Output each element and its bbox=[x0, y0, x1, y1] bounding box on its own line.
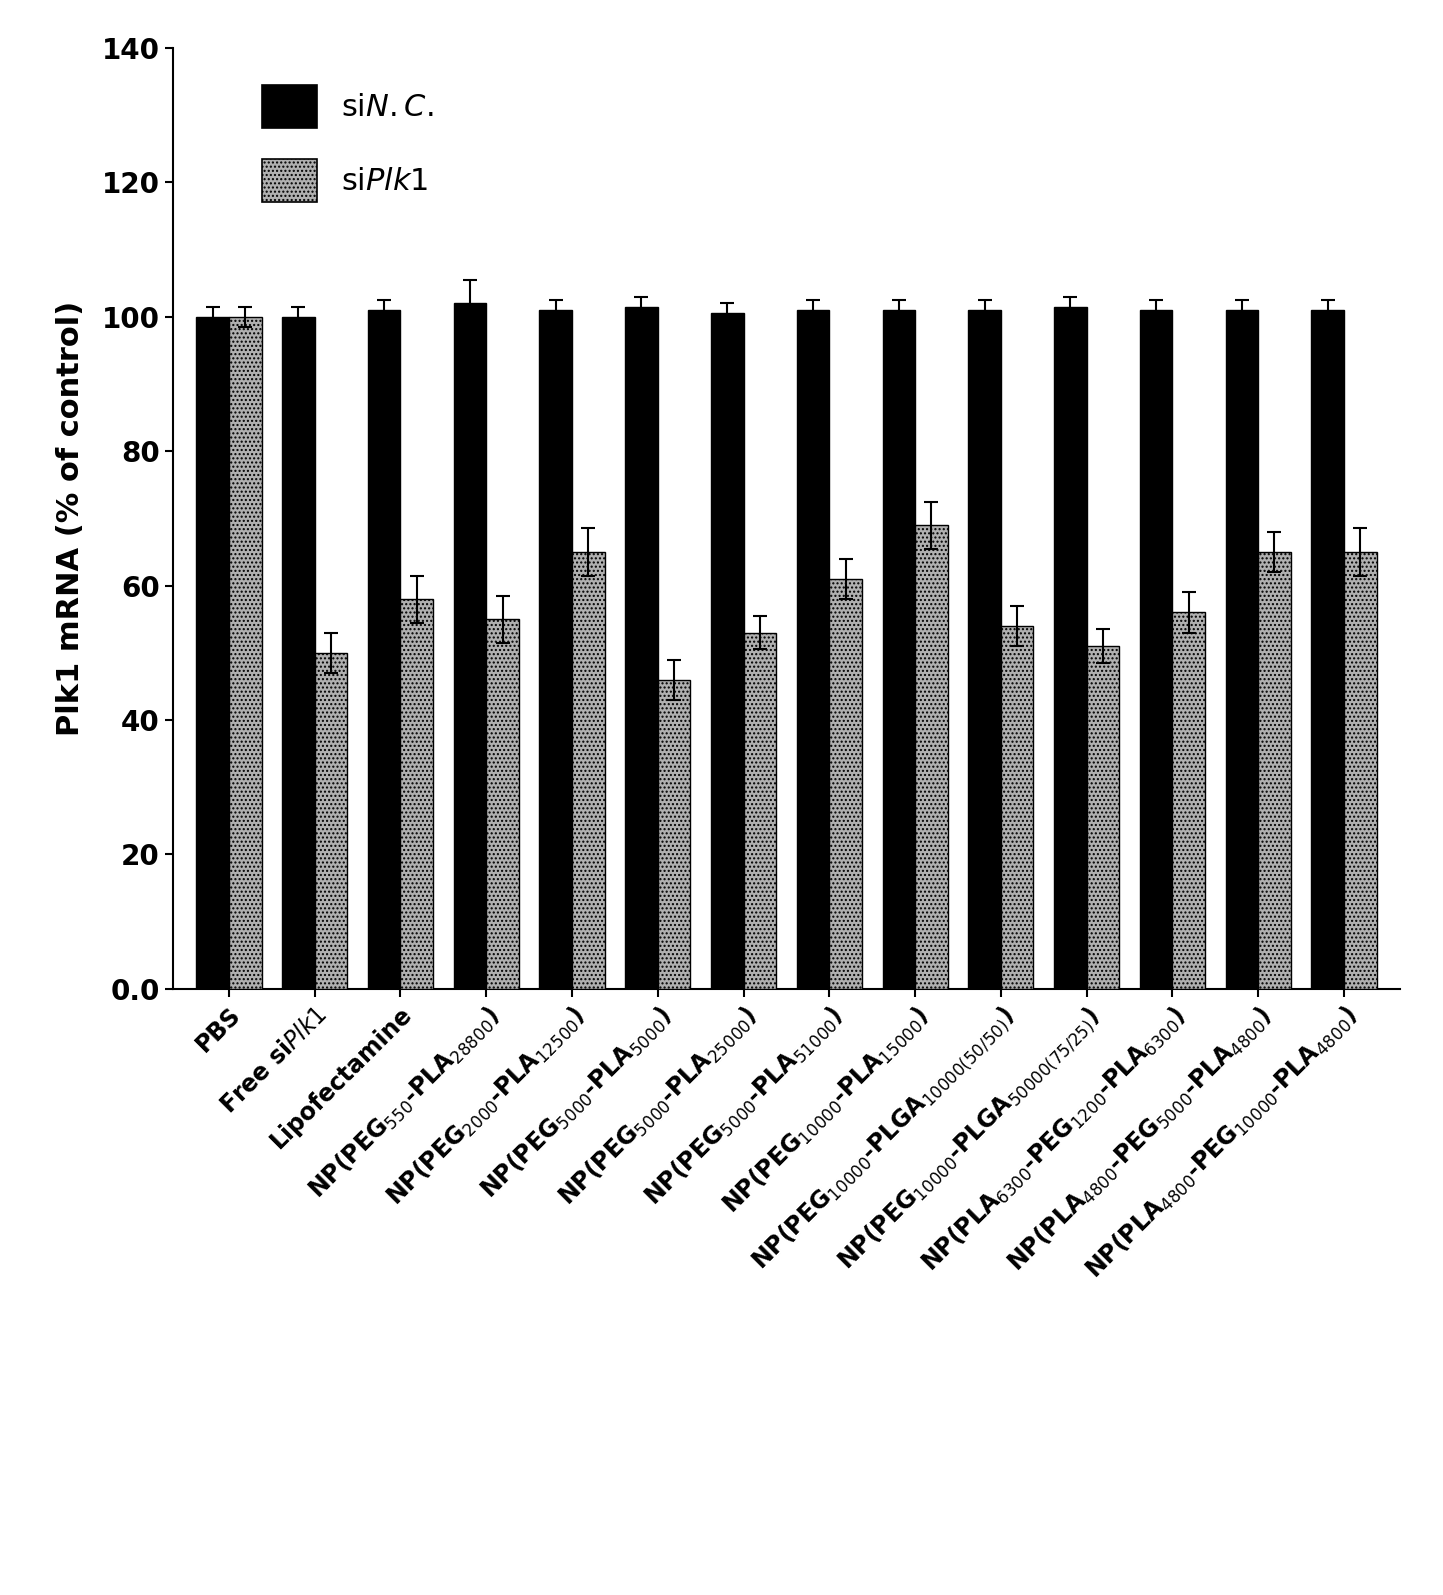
Bar bbox=[1172, 612, 1205, 989]
Bar bbox=[571, 552, 605, 989]
Bar bbox=[1225, 309, 1258, 989]
Bar bbox=[540, 309, 571, 989]
Bar bbox=[1343, 552, 1377, 989]
Bar bbox=[883, 309, 915, 989]
Bar bbox=[196, 317, 229, 989]
Bar bbox=[830, 579, 861, 989]
Bar bbox=[625, 306, 658, 989]
Bar bbox=[1312, 309, 1343, 989]
Bar bbox=[281, 317, 315, 989]
Bar bbox=[797, 309, 830, 989]
Bar bbox=[401, 600, 433, 989]
Bar bbox=[968, 309, 1001, 989]
Bar bbox=[743, 633, 776, 989]
Bar bbox=[1258, 552, 1291, 989]
Legend: si$\it{N.C.}$, si$\it{Plk1}$: si$\it{N.C.}$, si$\it{Plk1}$ bbox=[250, 72, 446, 214]
Bar bbox=[453, 303, 486, 989]
Bar bbox=[315, 652, 348, 989]
Bar bbox=[1053, 306, 1087, 989]
Bar bbox=[915, 525, 948, 989]
Bar bbox=[711, 313, 743, 989]
Bar bbox=[1087, 646, 1120, 989]
Bar bbox=[1001, 625, 1033, 989]
Bar bbox=[658, 679, 690, 989]
Bar bbox=[229, 317, 261, 989]
Y-axis label: Plk1 mRNA (% of control): Plk1 mRNA (% of control) bbox=[56, 301, 85, 735]
Bar bbox=[368, 309, 401, 989]
Bar bbox=[1140, 309, 1172, 989]
Bar bbox=[486, 619, 519, 989]
